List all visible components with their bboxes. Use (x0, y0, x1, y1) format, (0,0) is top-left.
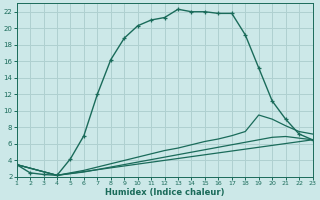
X-axis label: Humidex (Indice chaleur): Humidex (Indice chaleur) (105, 188, 224, 197)
